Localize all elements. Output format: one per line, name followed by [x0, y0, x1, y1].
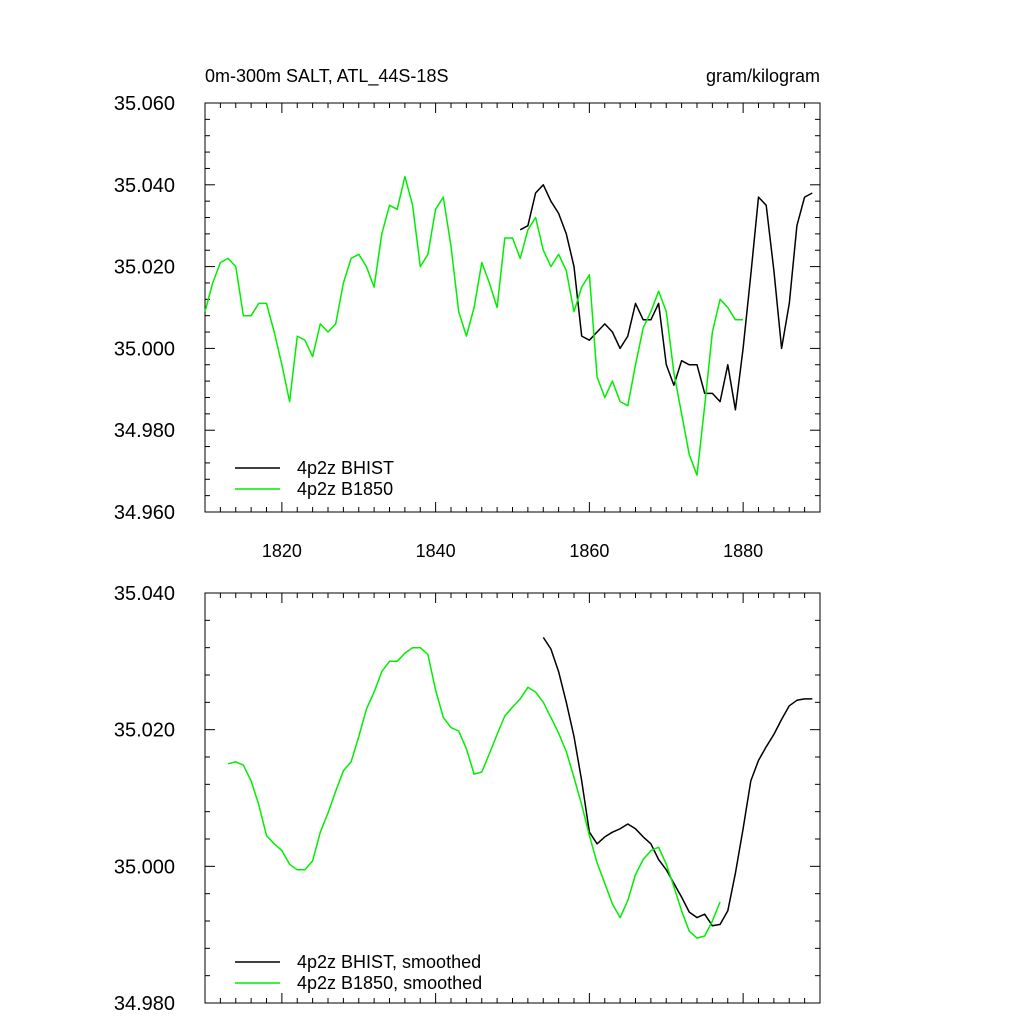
plot-frame	[204, 592, 821, 1004]
chart-title-right: gram/kilogram	[706, 66, 820, 86]
x-tick-labels: 1820 1840 1860 1880	[262, 541, 763, 561]
series-line-bhist	[519, 184, 813, 411]
axis-ticks	[204, 102, 821, 513]
y-tick-label: 34.980	[114, 993, 175, 1015]
y-tick-label: 35.000	[114, 856, 175, 878]
series-lines	[227, 636, 813, 939]
x-tick-label: 1880	[723, 541, 763, 561]
series-line-b1850	[227, 646, 721, 939]
chart-title-left: 0m-300m SALT, ATL_44S-18S	[205, 66, 448, 87]
y-tick-label: 35.000	[114, 338, 175, 360]
legend-label: 4p2z B1850, smoothed	[297, 973, 482, 993]
y-tick-label: 35.040	[114, 175, 175, 197]
legend-label: 4p2z B1850	[297, 479, 393, 499]
y-tick-labels: 34.960 34.980 35.000 35.020 35.040 35.060	[114, 93, 175, 524]
y-tick-label: 34.960	[114, 502, 175, 524]
x-tick-label: 1840	[416, 541, 456, 561]
y-tick-label: 35.020	[114, 720, 175, 742]
y-tick-label: 35.060	[114, 93, 175, 115]
series-lines	[204, 175, 813, 476]
series-line-bhist	[542, 636, 813, 927]
legend-label: 4p2z BHIST	[297, 458, 394, 478]
series-line-b1850	[204, 175, 744, 476]
y-tick-label: 34.980	[114, 420, 175, 442]
y-tick-label: 35.020	[114, 257, 175, 279]
x-tick-label: 1820	[262, 541, 302, 561]
top-panel: 0m-300m SALT, ATL_44S-18S gram/kilogram …	[114, 66, 821, 561]
axis-ticks	[204, 592, 821, 1004]
x-tick-label: 1860	[569, 541, 609, 561]
y-tick-label: 35.040	[114, 583, 175, 605]
legend-label: 4p2z BHIST, smoothed	[297, 952, 481, 972]
bottom-panel: 34.980 35.000 35.020 35.040 4p2z BHIST, smo…	[114, 583, 821, 1015]
y-tick-labels: 34.980 35.000 35.020 35.040	[114, 583, 175, 1015]
